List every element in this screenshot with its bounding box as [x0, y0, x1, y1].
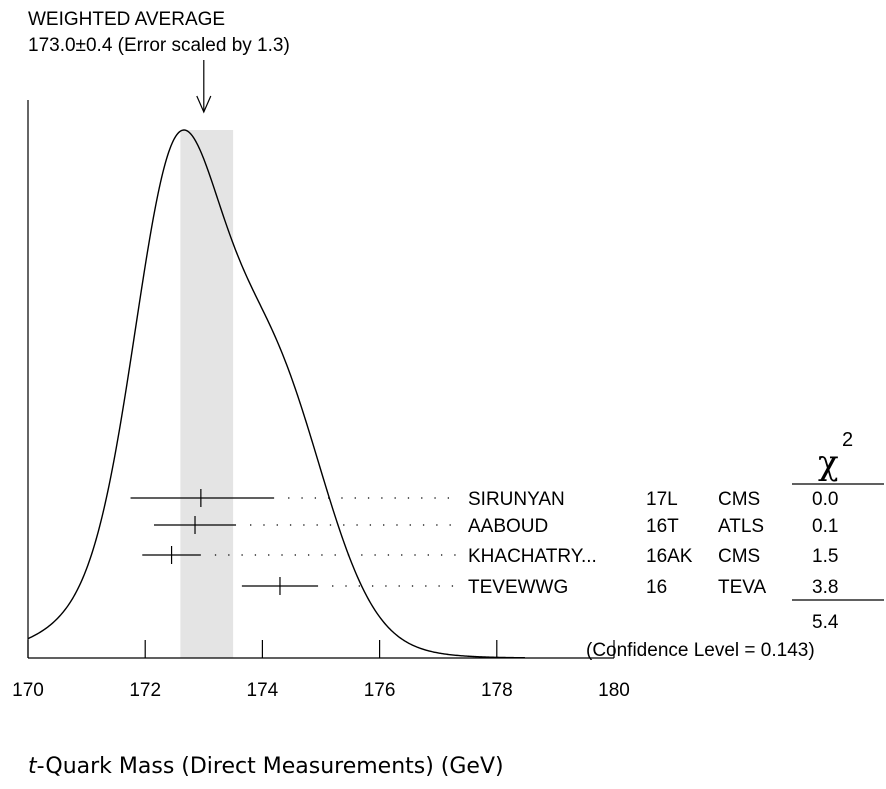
arrow-head [196, 95, 212, 114]
x-tick-label: 180 [598, 680, 630, 701]
reference-label: 16AK [646, 546, 693, 567]
measurement-row: TEVEWWG 16 TEVA 3.8 [241, 577, 838, 598]
measurement-row: KHACHATRY... 16AK CMS 1.5 [142, 546, 838, 567]
x-tick-label: 176 [364, 680, 396, 701]
measurement-row: AABOUD 16T ATLS 0.1 [153, 516, 838, 537]
chi2-header: χ [818, 443, 839, 483]
reference-label: 17L [646, 489, 678, 510]
x-tick-label: 178 [481, 680, 513, 701]
x-tick-label: 174 [247, 680, 279, 701]
x-tick-label: 170 [12, 680, 44, 701]
chi2-value: 3.8 [812, 577, 838, 598]
chi2-value: 0.1 [812, 516, 838, 537]
measurement-row: SIRUNYAN 17L CMS 0.0 [130, 489, 838, 510]
reference-label: 16T [646, 516, 679, 537]
chi2-total: 5.4 [812, 612, 839, 633]
experiment-label: CMS [718, 489, 760, 510]
author-label: TEVEWWG [468, 577, 568, 598]
experiment-label: CMS [718, 546, 760, 567]
weighted-average-value: 173.0±0.4 (Error scaled by 1.3) [28, 35, 290, 56]
measurements: SIRUNYAN 17L CMS 0.0 AABOUD 16T ATLS 0.1 KHACHAT… [130, 489, 838, 598]
weighted-average-title: WEIGHTED AVERAGE [28, 9, 225, 30]
chi2-value: 1.5 [812, 546, 838, 567]
weighted-average-band [180, 130, 234, 658]
confidence-level: (Confidence Level = 0.143) [586, 640, 815, 661]
reference-label: 16 [646, 577, 667, 598]
x-axis-label-text: -Quark Mass (Direct Measurements) (GeV) [37, 754, 504, 779]
weighted-average-arrow [196, 60, 212, 114]
author-label: SIRUNYAN [468, 489, 565, 510]
experiment-label: ATLS [718, 516, 764, 537]
author-label: KHACHATRY... [468, 546, 597, 567]
x-axis-label: t-Quark Mass (Direct Measurements) (GeV) [28, 754, 504, 779]
x-axis-label-symbol: t [28, 754, 38, 779]
chi2-value: 0.0 [812, 489, 838, 510]
x-tick-label: 172 [129, 680, 161, 701]
experiment-label: TEVA [718, 577, 767, 598]
x-ticks: 170 172 174 176 178 180 [12, 640, 630, 701]
chi2-header-superscript: 2 [842, 429, 853, 451]
author-label: AABOUD [468, 516, 548, 537]
ideogram-curve [27, 129, 525, 659]
